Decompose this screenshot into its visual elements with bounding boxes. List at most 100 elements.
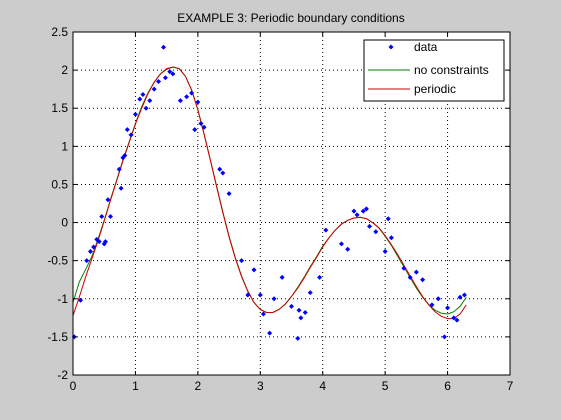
x-tick-label: 2 xyxy=(195,379,202,393)
y-tick-label: -1 xyxy=(57,292,68,306)
data-point xyxy=(345,246,351,252)
data-point xyxy=(271,296,277,302)
data-point xyxy=(382,249,388,255)
data-point xyxy=(105,197,111,203)
x-tick-labels: 0 1 2 3 4 5 6 7 xyxy=(70,379,514,393)
data-point xyxy=(251,267,257,273)
data-point xyxy=(107,213,113,219)
data-point xyxy=(184,94,190,100)
data-point xyxy=(177,98,183,104)
data-point xyxy=(354,212,360,218)
data-point xyxy=(302,309,308,315)
data-point xyxy=(167,69,173,75)
y-tick-label: 2.5 xyxy=(51,25,68,39)
data-point xyxy=(192,127,198,133)
data-point xyxy=(298,315,304,321)
data-point xyxy=(84,258,90,264)
data-point xyxy=(407,274,413,280)
data-point xyxy=(239,258,245,264)
y-tick-label: 1.5 xyxy=(51,101,68,115)
data-point xyxy=(195,99,201,105)
legend-label-data: data xyxy=(414,40,438,54)
data-point xyxy=(124,127,130,133)
data-point xyxy=(413,269,419,275)
data-point xyxy=(140,92,146,98)
data-point xyxy=(122,152,128,158)
data-point xyxy=(162,75,168,81)
data-point xyxy=(201,124,207,130)
data-point xyxy=(96,239,102,245)
legend-label-periodic: periodic xyxy=(414,82,456,96)
data-point xyxy=(87,249,93,255)
data-point xyxy=(151,86,157,92)
data-point xyxy=(401,265,407,271)
legend: data no constraints periodic xyxy=(363,39,505,102)
data-point xyxy=(441,334,447,340)
data-point xyxy=(351,208,357,214)
data-point xyxy=(170,71,176,77)
y-tick-label: 0.5 xyxy=(51,177,68,191)
data-point xyxy=(295,335,301,341)
y-tick-label: 1 xyxy=(61,139,68,153)
data-point xyxy=(156,79,162,85)
data-point xyxy=(116,166,122,172)
data-point xyxy=(360,208,366,214)
y-tick-label: -0.5 xyxy=(47,254,68,268)
legend-item-periodic: periodic xyxy=(368,82,456,96)
data-point xyxy=(257,292,263,298)
x-tick-label: 5 xyxy=(382,379,389,393)
data-point xyxy=(420,277,426,283)
data-point xyxy=(220,170,226,176)
legend-item-no-constraints: no constraints xyxy=(368,63,489,77)
data-point xyxy=(189,90,195,96)
data-point xyxy=(143,105,149,111)
data-point xyxy=(267,330,273,336)
data-point xyxy=(217,166,223,172)
data-point xyxy=(161,44,167,50)
y-tick-label: -1.5 xyxy=(47,330,68,344)
data-point xyxy=(245,292,251,298)
y-tick-label: 0 xyxy=(61,216,68,230)
data-point xyxy=(367,223,373,229)
data-point xyxy=(461,292,467,298)
data-point xyxy=(457,294,463,300)
data-point xyxy=(338,241,344,247)
data-point xyxy=(388,235,394,241)
legend-item-data: data xyxy=(388,40,438,54)
x-tick-label: 4 xyxy=(319,379,326,393)
series-periodic xyxy=(72,66,467,320)
legend-label-no-constraints: no constraints xyxy=(414,63,489,77)
data-point xyxy=(445,305,451,311)
y-tick-labels: -2 -1.5 -1 -0.5 0 0.5 1 1.5 2 2.5 xyxy=(47,25,68,382)
data-point xyxy=(137,96,143,102)
axes-box xyxy=(72,31,511,376)
data-point xyxy=(451,315,457,321)
data-point xyxy=(102,239,108,245)
data-point xyxy=(429,302,435,308)
data-point xyxy=(373,229,379,235)
x-tick-label: 1 xyxy=(132,379,139,393)
data-point xyxy=(279,274,285,280)
data-point xyxy=(435,296,441,302)
data-point xyxy=(323,227,329,233)
data-point xyxy=(198,120,204,126)
y-tick-label: 2 xyxy=(61,63,68,77)
data-point xyxy=(77,297,83,303)
data-point xyxy=(454,317,460,323)
data-point xyxy=(363,206,369,212)
ticks xyxy=(72,31,511,376)
data-point xyxy=(307,290,313,296)
data-point xyxy=(132,111,138,117)
data-point xyxy=(99,213,105,219)
x-tick-label: 6 xyxy=(444,379,451,393)
data-point xyxy=(118,185,124,191)
series-line-periodic xyxy=(72,66,467,320)
data-point xyxy=(289,303,294,309)
series-data xyxy=(71,44,467,341)
y-tick-label: -2 xyxy=(57,368,68,382)
data-point xyxy=(226,191,232,197)
chart-title: EXAMPLE 3: Periodic boundary conditions xyxy=(177,11,404,25)
data-point xyxy=(147,98,153,104)
